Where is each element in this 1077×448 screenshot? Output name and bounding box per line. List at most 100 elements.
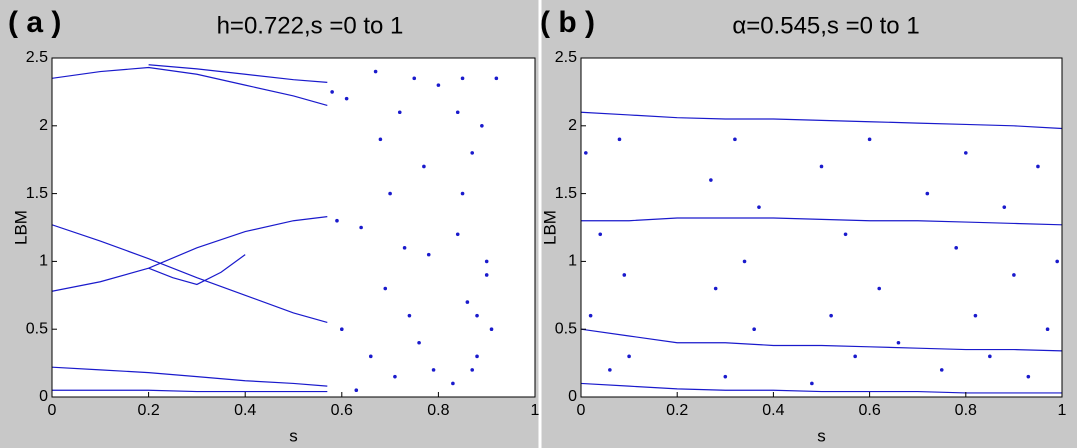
plot-frame xyxy=(580,57,1063,398)
point xyxy=(829,313,833,318)
panel-label: ( a ) xyxy=(8,6,61,39)
branch-line xyxy=(148,64,328,84)
plot-marks xyxy=(581,111,1062,394)
point xyxy=(470,368,475,372)
y-tick-label: 1.5 xyxy=(555,185,577,202)
point xyxy=(713,286,718,291)
branch-line xyxy=(581,111,1062,130)
point xyxy=(939,368,944,372)
point xyxy=(853,354,857,359)
point xyxy=(598,232,603,237)
point xyxy=(877,286,882,291)
point xyxy=(484,259,489,264)
point xyxy=(709,178,713,182)
branch-line xyxy=(52,216,328,292)
point xyxy=(810,381,814,386)
point xyxy=(752,327,756,332)
y-tick-label: 2.5 xyxy=(26,49,48,66)
point xyxy=(451,381,455,386)
point xyxy=(742,259,747,264)
x-axis-label: s xyxy=(817,426,826,445)
point xyxy=(896,340,901,345)
plot-marks xyxy=(52,64,499,393)
y-tick-label: 0 xyxy=(568,388,577,405)
plot-area xyxy=(581,58,1062,397)
y-tick-label: 2 xyxy=(39,117,48,134)
point xyxy=(460,191,465,196)
x-tick-label: 0 xyxy=(48,402,57,419)
panel-label: ( b ) xyxy=(540,6,595,39)
point xyxy=(378,137,383,142)
x-tick-label: 0.2 xyxy=(137,402,159,419)
point xyxy=(627,354,631,359)
point xyxy=(368,354,373,359)
branch-line xyxy=(52,389,328,393)
y-tick-label: 1 xyxy=(568,253,577,270)
y-tick-label: 1 xyxy=(39,253,48,270)
point xyxy=(1026,374,1031,379)
point xyxy=(354,388,359,393)
point xyxy=(973,313,978,318)
point xyxy=(843,232,848,237)
point xyxy=(422,164,426,169)
point xyxy=(431,368,436,372)
x-tick-label: 0.8 xyxy=(955,402,977,419)
point xyxy=(465,300,470,304)
point xyxy=(489,327,494,332)
x-tick-label: 1 xyxy=(531,402,540,419)
branch-line xyxy=(581,328,1062,352)
point xyxy=(344,96,349,101)
point xyxy=(494,76,499,81)
point xyxy=(436,83,441,87)
branch-line xyxy=(52,366,328,387)
point xyxy=(1012,273,1016,277)
point xyxy=(954,246,958,250)
point xyxy=(388,191,392,196)
point xyxy=(455,232,460,237)
point xyxy=(584,151,588,155)
y-tick-label: 0 xyxy=(39,388,48,405)
point xyxy=(407,313,412,318)
y-tick-label: 0.5 xyxy=(26,320,48,337)
x-tick-label: 0.6 xyxy=(858,402,880,419)
point xyxy=(383,286,388,291)
point xyxy=(1036,164,1040,169)
branch-line xyxy=(581,217,1062,226)
point xyxy=(484,273,489,277)
point xyxy=(393,374,397,379)
y-axis-label: LBM xyxy=(540,210,559,245)
point xyxy=(622,273,627,277)
point xyxy=(455,110,460,115)
point xyxy=(426,252,431,257)
point xyxy=(988,354,992,359)
point xyxy=(757,205,761,209)
point xyxy=(1045,327,1050,332)
chart-title: α=0.545,s =0 to 1 xyxy=(732,12,919,39)
point xyxy=(470,151,475,155)
point xyxy=(373,69,378,74)
plot-frame xyxy=(51,57,536,398)
x-tick-label: 1 xyxy=(1058,402,1067,419)
point xyxy=(819,164,824,169)
point xyxy=(608,368,612,372)
branch-line xyxy=(52,224,328,323)
x-axis-label: s xyxy=(289,426,298,445)
x-tick-label: 0.4 xyxy=(234,402,256,419)
point xyxy=(1055,259,1059,264)
y-tick-label: 2.5 xyxy=(555,49,577,66)
point xyxy=(340,327,344,332)
y-tick-label: 0.5 xyxy=(555,320,577,337)
point xyxy=(964,151,968,155)
point xyxy=(402,246,407,250)
point xyxy=(733,137,737,142)
point xyxy=(335,218,339,223)
x-tick-label: 0.8 xyxy=(427,402,449,419)
point xyxy=(1002,205,1007,209)
point xyxy=(480,124,484,128)
point xyxy=(617,137,622,142)
chart-title: h=0.722,s =0 to 1 xyxy=(217,12,404,39)
point xyxy=(475,354,479,359)
y-axis-label: LBM xyxy=(11,210,30,245)
